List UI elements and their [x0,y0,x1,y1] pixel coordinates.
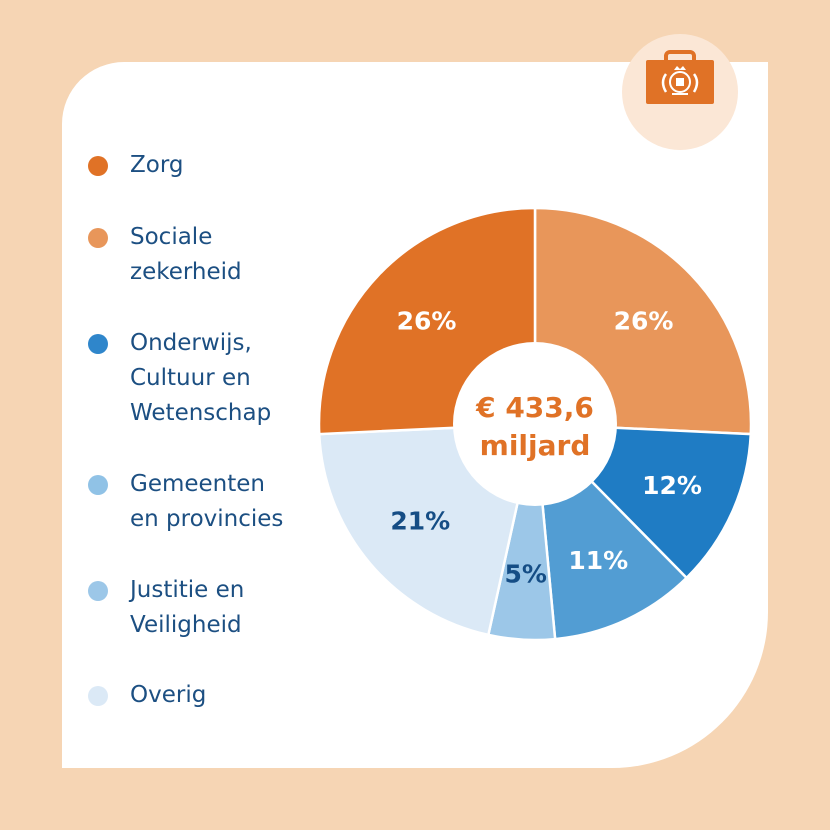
slice-label-5: 26% [397,306,457,335]
legend-label: Justitie en Veiligheid [130,577,245,638]
total-unit: miljard [480,429,591,462]
legend-item: Zorg [88,148,318,183]
legend-item: Overig [88,678,318,713]
slice-label-3: 5% [504,560,546,589]
donut-hole [453,342,617,506]
legend-item: Justitie en Veiligheid [88,573,318,643]
legend-label: Overig [130,682,207,708]
briefcase-icon [646,50,714,104]
legend-label: Onderwijs, Cultuur en Wetenschap [130,330,272,426]
slice-label-1: 12% [642,471,702,500]
legend-swatch [88,334,108,354]
legend-label: Gemeenten en provincies [130,471,284,532]
legend-item: Gemeenten en provincies [88,467,318,537]
legend-swatch [88,581,108,601]
legend-item: Sociale zekerheid [88,220,318,290]
legend-item: Onderwijs, Cultuur en Wetenschap [88,326,318,431]
slice-label-0: 26% [614,306,674,335]
legend-swatch [88,686,108,706]
slice-labels: 26% 12% 11% 5% 21% 26% [390,306,702,588]
legend-label: Zorg [130,152,184,178]
slice-label-2: 11% [568,546,628,575]
logo-badge [622,34,738,150]
legend-swatch [88,228,108,248]
legend-label: Sociale zekerheid [130,224,242,285]
legend-swatch [88,156,108,176]
slice-label-4: 21% [390,507,450,536]
total-amount: € 433,6 [475,391,594,424]
legend-swatch [88,475,108,495]
